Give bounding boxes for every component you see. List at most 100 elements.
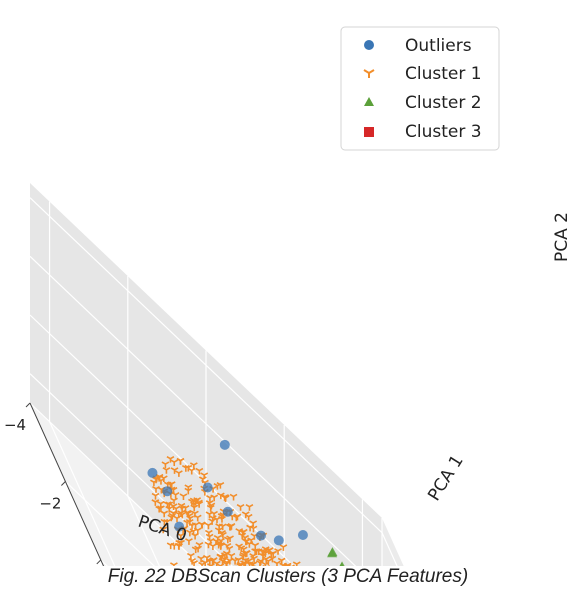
cluster-1-point xyxy=(175,540,184,547)
cluster-1-point xyxy=(174,470,183,477)
axis-lines xyxy=(29,402,105,566)
cluster-1-point xyxy=(190,560,198,566)
cluster-1-point xyxy=(265,547,274,554)
data-points xyxy=(147,439,345,566)
cluster-1-point xyxy=(274,548,282,555)
cluster-1-point xyxy=(251,542,260,550)
cluster-1-point xyxy=(216,543,225,550)
cluster-1-point xyxy=(268,555,277,563)
x-tick-mark xyxy=(25,402,31,408)
cluster-1-point xyxy=(279,544,288,551)
cluster-1-point xyxy=(249,520,258,528)
legend-marker-cluster-2 xyxy=(364,97,374,106)
cluster-1-point xyxy=(249,561,258,566)
cluster-1-point xyxy=(231,557,239,565)
cluster-1-point xyxy=(191,546,200,554)
tick-labels: −4−202468−4−2024−2024 xyxy=(4,402,102,565)
cluster-1-point xyxy=(161,461,170,469)
x-tick-mark xyxy=(61,481,66,486)
cluster-1-point xyxy=(226,535,234,543)
cluster-1-point xyxy=(204,529,213,537)
cluster-1-point xyxy=(216,481,225,489)
cluster-1-point xyxy=(152,486,160,493)
cluster-1-point xyxy=(189,462,198,469)
cluster-1-point xyxy=(185,529,194,537)
outlier-point xyxy=(174,521,185,532)
cluster-1-point xyxy=(197,555,205,563)
cluster-1-point xyxy=(184,487,193,495)
cluster-1-point xyxy=(218,558,227,565)
cluster-1-point xyxy=(277,557,286,565)
cluster-1-point xyxy=(261,561,270,566)
outlier-point xyxy=(202,482,213,493)
cluster-1-point xyxy=(239,551,248,559)
grid-line xyxy=(29,197,383,534)
outlier-point xyxy=(273,535,284,546)
cluster-1-point xyxy=(209,557,218,564)
cluster-2-point xyxy=(327,548,338,558)
cluster-1-point xyxy=(166,542,175,550)
cluster-1-point xyxy=(156,500,165,508)
legend-label-cluster-1: Cluster 1 xyxy=(405,64,482,84)
cluster-1-point xyxy=(155,505,164,513)
back-wall-pane xyxy=(382,518,404,566)
outlier-point xyxy=(297,530,308,541)
cluster-1-point xyxy=(191,510,199,518)
cluster-1-point xyxy=(287,564,295,566)
cluster-1-point xyxy=(238,532,247,540)
cluster-1-point xyxy=(170,467,179,474)
cluster-1-point xyxy=(208,515,217,522)
cluster-1-point xyxy=(174,511,183,519)
cluster-1-point xyxy=(254,548,263,556)
legend-marker-cluster-3 xyxy=(364,127,374,137)
x-axis-line xyxy=(29,402,105,566)
cluster-1-point xyxy=(170,562,178,566)
cluster-1-point xyxy=(185,538,193,545)
cluster-1-point xyxy=(195,467,204,475)
cluster-1-point xyxy=(214,527,223,535)
axis-panes xyxy=(30,183,404,566)
grid-line xyxy=(29,255,357,566)
cluster-1-point xyxy=(241,511,250,519)
cluster-1-point xyxy=(217,537,225,545)
cluster-1-point xyxy=(190,501,198,509)
outlier-point xyxy=(219,439,230,450)
cluster-1-point xyxy=(193,527,202,535)
grid-line xyxy=(49,421,116,566)
x-tick-mark xyxy=(96,559,102,565)
cluster-1-point xyxy=(162,467,171,474)
cluster-1-point xyxy=(176,458,185,465)
cluster-1-point xyxy=(259,553,267,560)
legend-label-outliers: Outliers xyxy=(405,36,472,56)
cluster-1-point xyxy=(206,504,215,512)
cluster-1-point xyxy=(222,561,231,566)
cluster-1-point xyxy=(204,541,213,549)
cluster-1-point xyxy=(221,552,229,560)
cluster-1-point xyxy=(184,464,193,472)
x-tick-label: −4 xyxy=(4,416,26,434)
cluster-1-point xyxy=(159,526,168,534)
cluster-1-point xyxy=(204,522,213,530)
legend-label-cluster-2: Cluster 2 xyxy=(405,93,482,113)
cluster-1-point xyxy=(163,501,172,509)
legend-label-cluster-3: Cluster 3 xyxy=(405,122,482,142)
cluster-1-point xyxy=(225,545,234,553)
cluster-1-point xyxy=(206,563,215,566)
cluster-1-point xyxy=(235,543,243,551)
cluster-1-point xyxy=(151,499,160,506)
outlier-point xyxy=(255,530,266,541)
cluster-1-point xyxy=(225,523,234,531)
cluster-1-point xyxy=(198,476,207,484)
grid-line xyxy=(381,532,398,566)
cluster-1-point xyxy=(255,559,264,566)
legend-marker-outliers xyxy=(364,40,374,50)
legend-frame xyxy=(340,26,500,151)
cluster-1-point xyxy=(249,525,258,533)
grid-line xyxy=(64,481,156,566)
cluster-1-point xyxy=(218,523,227,531)
legend-marker-cluster-1 xyxy=(363,69,375,78)
cluster-1-point xyxy=(292,561,301,566)
dbscan-3d-scatter-chart: −4−202468−4−2024−2024 PCA 0 PCA 1 PCA 2 … xyxy=(4,26,572,566)
cluster-1-point xyxy=(186,552,195,560)
cluster-1-point xyxy=(187,467,196,475)
